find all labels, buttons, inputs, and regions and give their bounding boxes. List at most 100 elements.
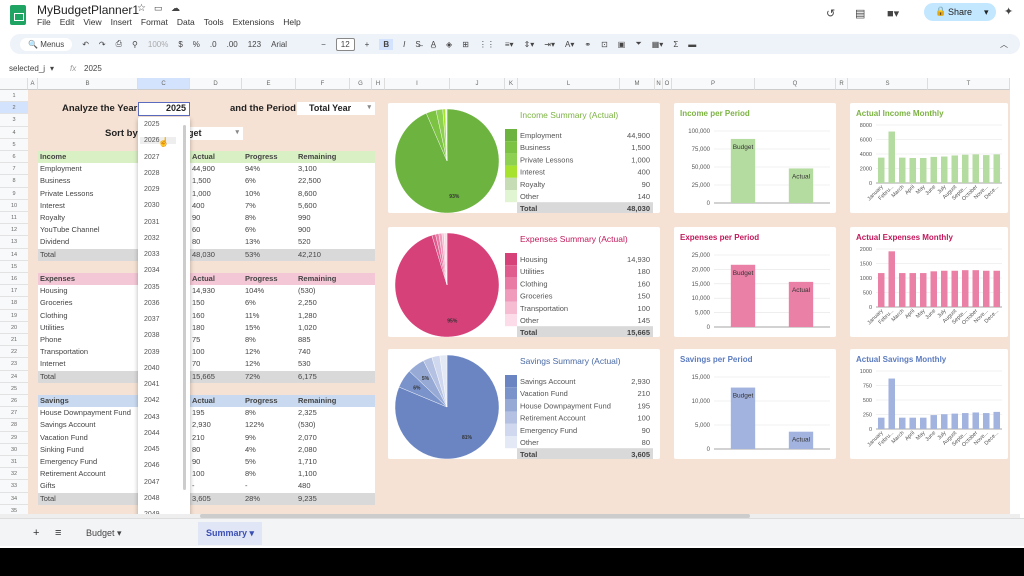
- cell[interactable]: Housing: [40, 286, 68, 296]
- column-header-L[interactable]: L: [518, 78, 620, 90]
- dropdown-scrollbar[interactable]: [183, 125, 186, 490]
- chart-card[interactable]: Actual Expenses Monthly 0 500 1000 1500 2000 J…: [850, 227, 1008, 337]
- cell[interactable]: 122%: [245, 420, 265, 430]
- gemini-icon[interactable]: ✦: [1004, 6, 1014, 18]
- cell[interactable]: 4%: [245, 444, 256, 454]
- bar[interactable]: [972, 412, 980, 429]
- row-header[interactable]: 5: [0, 138, 28, 151]
- cell[interactable]: 1,710: [298, 457, 317, 466]
- cell[interactable]: Royalty: [40, 213, 66, 222]
- column-header-A[interactable]: A: [28, 78, 38, 90]
- cell[interactable]: 3,605: [192, 493, 211, 503]
- year-option[interactable]: 2032: [144, 234, 160, 242]
- cell[interactable]: 480: [298, 481, 311, 491]
- column-header-G[interactable]: G: [350, 78, 372, 90]
- cell[interactable]: 8%: [245, 469, 256, 479]
- bar[interactable]: [930, 271, 938, 307]
- year-option[interactable]: 2033: [144, 251, 160, 258]
- bar[interactable]: [898, 417, 906, 429]
- collapse-toolbar-icon[interactable]: ︿: [1000, 39, 1008, 49]
- bar[interactable]: [888, 378, 896, 429]
- row-header[interactable]: 11: [0, 212, 28, 225]
- year-option[interactable]: 2030: [144, 202, 160, 210]
- cell[interactable]: 520: [298, 237, 311, 247]
- cell[interactable]: Total: [40, 249, 56, 259]
- menus-search[interactable]: 🔍 Menus: [20, 37, 73, 51]
- chevron-down-icon[interactable]: ▾: [984, 7, 989, 17]
- meet-icon[interactable]: ■▾: [887, 8, 900, 20]
- comment-icon[interactable]: ▤: [855, 8, 866, 20]
- cell[interactable]: 2,070: [298, 432, 317, 442]
- cell[interactable]: Remaining: [298, 274, 337, 283]
- bar[interactable]: [919, 273, 927, 307]
- column-header-K[interactable]: K: [505, 78, 518, 90]
- number-format-button[interactable]: 123: [247, 39, 262, 49]
- row-header[interactable]: 9: [0, 187, 28, 200]
- cell[interactable]: 2,325: [298, 408, 317, 418]
- bar[interactable]: [730, 264, 756, 327]
- cell[interactable]: 70: [192, 359, 201, 369]
- cell[interactable]: 6,175: [298, 371, 317, 381]
- chart-card[interactable]: Expenses per Period 0 5,000 10,000 15,000 20,…: [674, 227, 836, 337]
- functions-icon[interactable]: Σ: [673, 39, 679, 49]
- cell[interactable]: 885: [298, 335, 311, 344]
- cell[interactable]: 60: [192, 225, 201, 235]
- menu-help[interactable]: Help: [283, 17, 301, 27]
- row-header[interactable]: 20: [0, 321, 28, 334]
- bar[interactable]: [788, 168, 814, 203]
- cell[interactable]: Emergency Fund: [40, 457, 98, 466]
- history-icon[interactable]: ↺: [826, 8, 836, 20]
- cell[interactable]: Dividend: [40, 237, 70, 247]
- cell[interactable]: 1,100: [298, 469, 317, 479]
- document-title[interactable]: MyBudgetPlanner1: [37, 3, 140, 17]
- year-option[interactable]: 2048: [144, 494, 160, 502]
- pie-slice[interactable]: [443, 232, 448, 286]
- column-header-E[interactable]: E: [242, 78, 296, 90]
- bar[interactable]: [951, 155, 959, 183]
- bar[interactable]: [898, 273, 906, 307]
- cell[interactable]: 75: [192, 335, 201, 344]
- cell[interactable]: Expenses: [40, 274, 76, 283]
- cell[interactable]: 12%: [245, 347, 261, 357]
- font-size-increase[interactable]: +: [364, 39, 370, 49]
- cell[interactable]: Retirement Account: [40, 469, 106, 479]
- menu-insert[interactable]: Insert: [110, 17, 132, 27]
- year-option[interactable]: 2047: [144, 478, 160, 486]
- column-header-I[interactable]: I: [385, 78, 450, 90]
- year-option[interactable]: 2044: [144, 429, 160, 437]
- bar[interactable]: [940, 270, 948, 307]
- cell[interactable]: 9,235: [298, 493, 317, 503]
- bar[interactable]: [930, 156, 938, 183]
- cell[interactable]: 8%: [245, 335, 256, 344]
- cell[interactable]: 400: [192, 200, 205, 210]
- chart-card[interactable]: 81% 6% 5% Savings Summary (Actual) Savings A…: [388, 349, 660, 459]
- align-icon[interactable]: ≡▾: [504, 39, 514, 49]
- row-header[interactable]: 16: [0, 273, 28, 286]
- cell[interactable]: Actual: [192, 152, 215, 161]
- row-header[interactable]: 25: [0, 382, 28, 395]
- bar[interactable]: [972, 154, 980, 183]
- cell[interactable]: 1,500: [192, 176, 211, 186]
- cell[interactable]: 195: [192, 408, 205, 418]
- year-select[interactable]: 2025: [138, 102, 190, 116]
- cell[interactable]: 6%: [245, 298, 256, 308]
- column-header-M[interactable]: M: [620, 78, 655, 90]
- bar[interactable]: [888, 131, 896, 183]
- cell[interactable]: Clothing: [40, 310, 68, 320]
- cell[interactable]: 12%: [245, 359, 261, 369]
- cell[interactable]: House Downpayment Fund: [40, 408, 131, 418]
- cell[interactable]: 72%: [245, 371, 261, 381]
- bar[interactable]: [788, 281, 814, 327]
- cell[interactable]: YouTube Channel: [40, 225, 100, 235]
- name-box[interactable]: selected_j: [9, 64, 46, 73]
- row-header[interactable]: 8: [0, 175, 28, 188]
- year-option[interactable]: 2041: [144, 381, 160, 388]
- bar[interactable]: [940, 156, 948, 183]
- cell[interactable]: 100: [192, 347, 205, 357]
- cell[interactable]: 104%: [245, 286, 265, 296]
- all-sheets-button[interactable]: ≡: [55, 527, 62, 539]
- cell[interactable]: 80: [192, 237, 201, 247]
- bar[interactable]: [919, 157, 927, 183]
- strikethrough-icon[interactable]: S̶: [415, 39, 421, 49]
- row-header[interactable]: 27: [0, 407, 28, 420]
